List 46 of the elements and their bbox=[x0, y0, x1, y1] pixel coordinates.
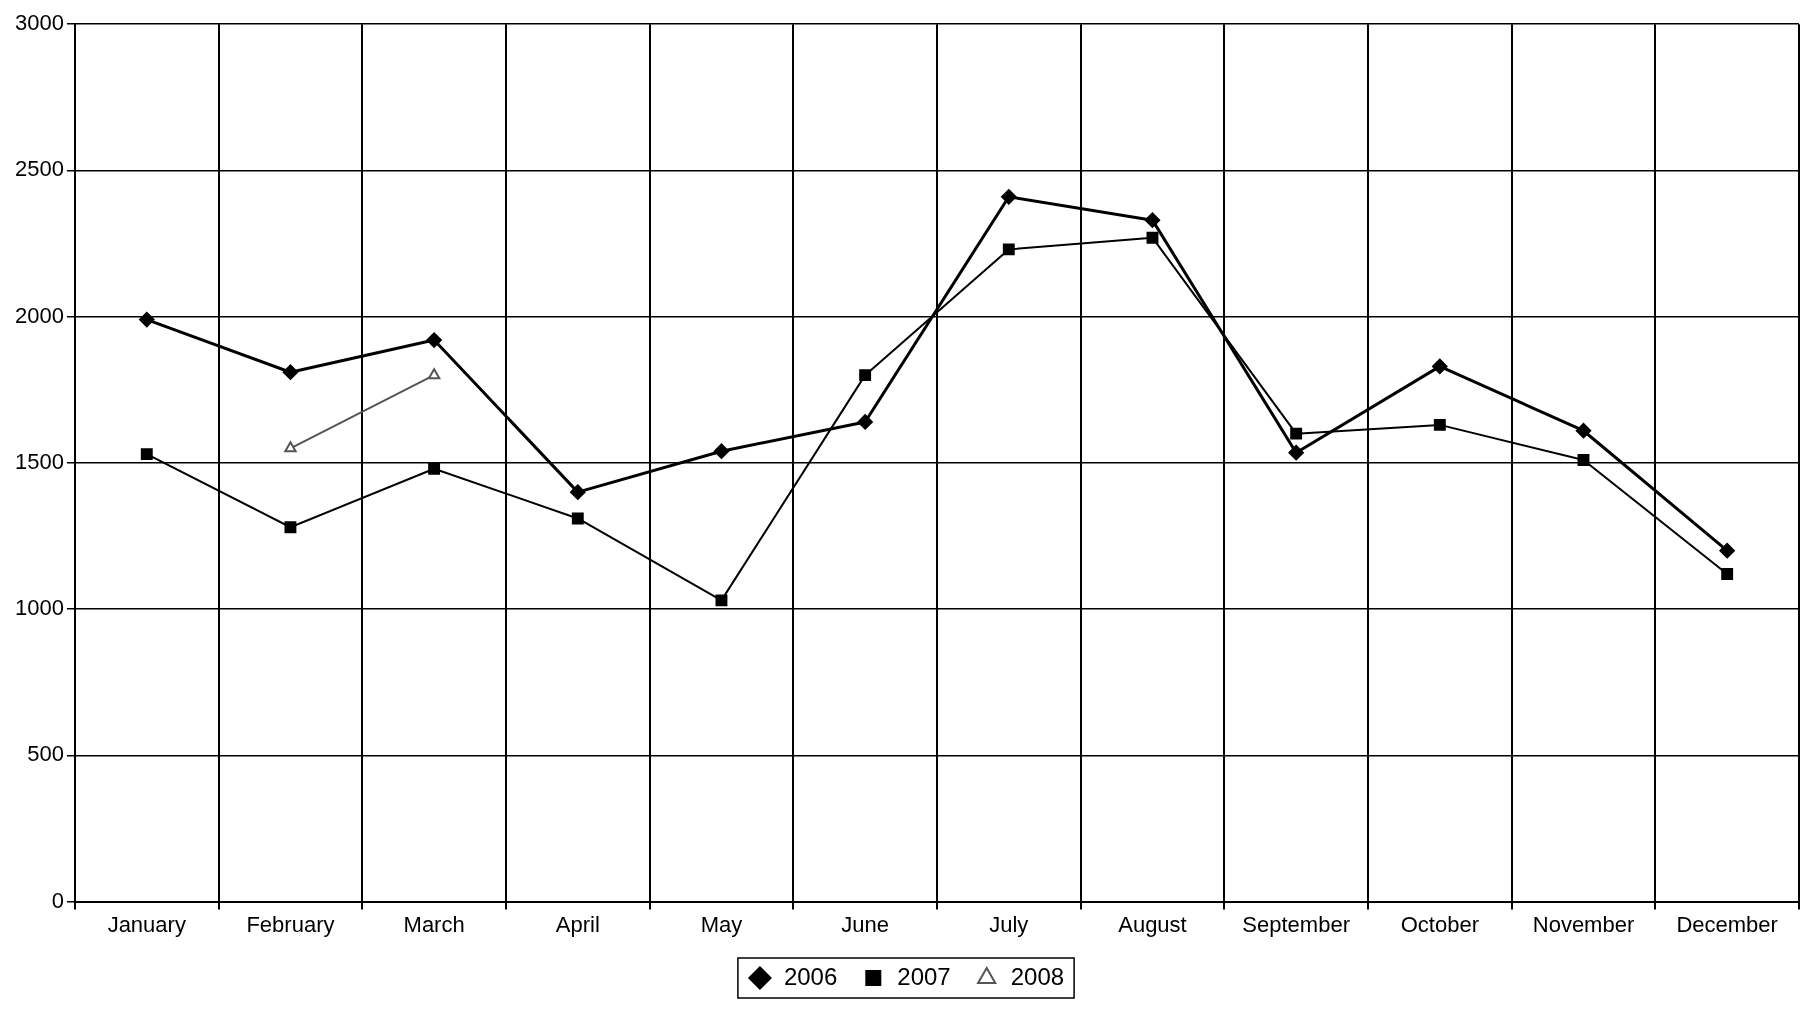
point bbox=[284, 521, 297, 534]
point bbox=[1575, 423, 1591, 439]
point bbox=[282, 364, 298, 380]
point bbox=[570, 484, 586, 500]
point bbox=[1288, 445, 1304, 461]
point bbox=[1577, 454, 1590, 466]
point bbox=[1719, 543, 1735, 559]
point bbox=[1721, 568, 1734, 580]
point bbox=[1146, 231, 1159, 244]
point bbox=[571, 512, 584, 525]
y-tick-label: 1500 bbox=[14, 448, 64, 474]
point bbox=[857, 414, 873, 430]
y-tick-label: 2000 bbox=[14, 302, 64, 328]
x-tick-label: September bbox=[1242, 911, 1350, 937]
point bbox=[859, 369, 872, 382]
point bbox=[426, 332, 442, 348]
y-tick-label: 1000 bbox=[14, 595, 64, 621]
y-tick-label: 2500 bbox=[14, 156, 64, 182]
point bbox=[715, 594, 728, 607]
y-tick-label: 3000 bbox=[14, 10, 64, 36]
legend-label: 2006 bbox=[783, 962, 838, 990]
x-tick-label: June bbox=[841, 911, 889, 937]
legend-label: 2007 bbox=[897, 962, 951, 990]
x-tick-label: March bbox=[403, 911, 465, 937]
point bbox=[428, 462, 441, 475]
x-tick-label: February bbox=[246, 911, 335, 937]
point bbox=[713, 443, 729, 459]
point bbox=[1001, 189, 1017, 205]
x-tick-label: December bbox=[1676, 911, 1778, 937]
x-tick-label: January bbox=[107, 911, 186, 937]
legend-label: 2008 bbox=[1010, 962, 1065, 990]
x-tick-label: August bbox=[1118, 911, 1187, 937]
point bbox=[1433, 418, 1446, 431]
x-tick-label: July bbox=[989, 911, 1029, 937]
x-tick-label: October bbox=[1400, 911, 1479, 937]
x-tick-label: November bbox=[1532, 911, 1635, 937]
x-tick-label: May bbox=[700, 911, 743, 937]
point bbox=[1002, 243, 1015, 256]
point bbox=[1290, 427, 1303, 440]
point bbox=[1432, 358, 1448, 374]
point bbox=[139, 312, 155, 328]
point bbox=[140, 448, 153, 461]
y-tick-label: 0 bbox=[51, 887, 64, 913]
y-tick-label: 500 bbox=[27, 741, 64, 767]
x-tick-label: April bbox=[555, 911, 600, 937]
point bbox=[1144, 212, 1160, 228]
